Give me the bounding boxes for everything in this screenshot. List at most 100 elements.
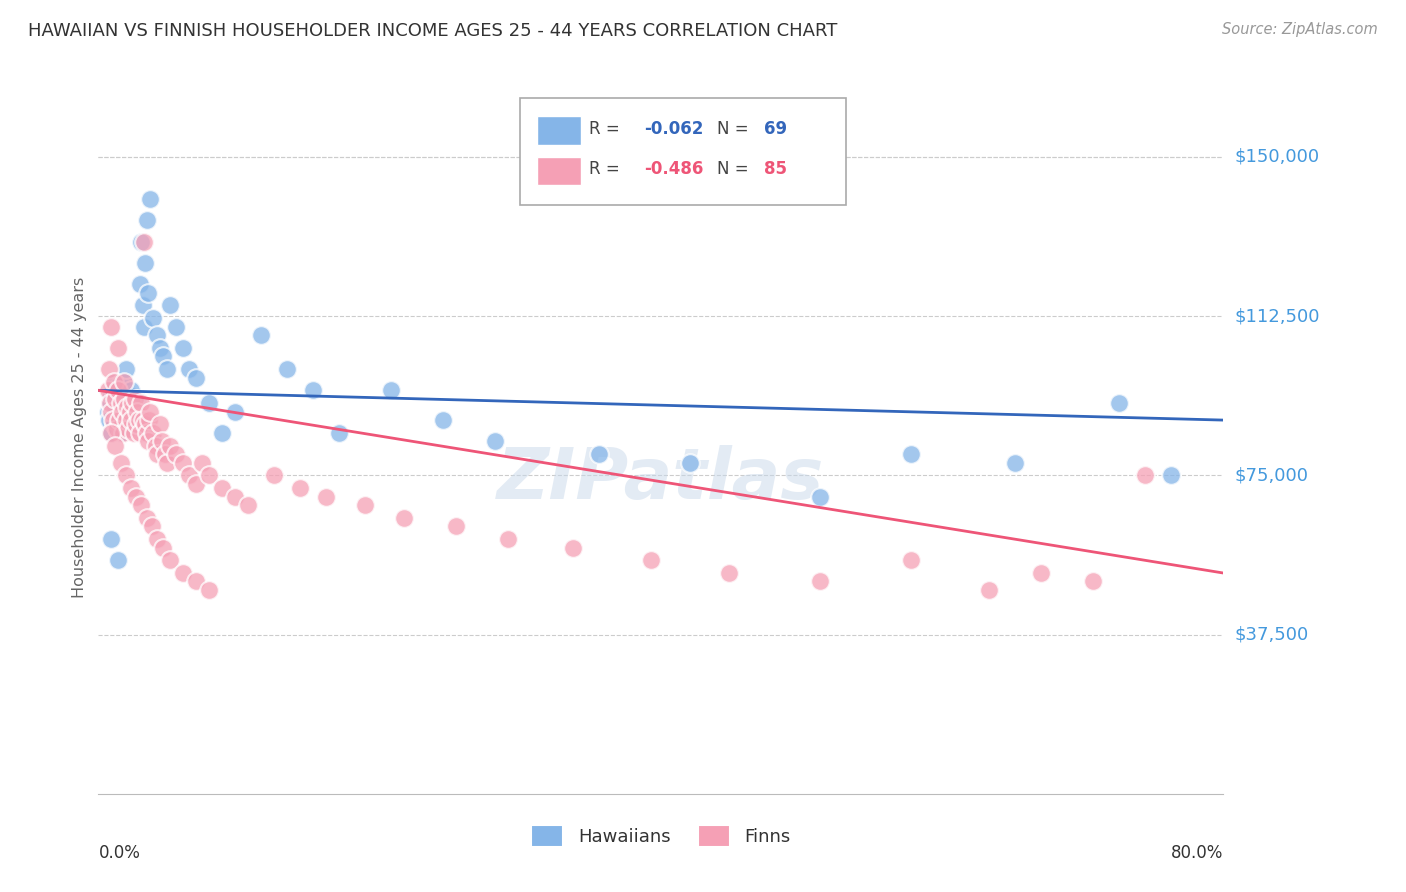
Point [104,392,127,406]
Point [135,213,157,227]
Point [136,285,159,300]
Point [107,392,129,406]
Point [146,447,169,461]
Point [1083,574,1105,589]
Point [105,421,128,435]
Point [104,401,127,415]
Point [115,401,138,415]
Text: Source: ZipAtlas.com: Source: ZipAtlas.com [1222,22,1378,37]
Point [302,384,325,398]
Text: 80.0%: 80.0% [1171,844,1223,862]
Point [114,362,136,376]
Point [134,417,156,432]
Point [127,392,149,406]
Text: N =: N = [717,161,754,178]
Point [135,510,157,524]
Point [165,447,187,461]
FancyBboxPatch shape [537,157,581,186]
Text: R =: R = [589,161,624,178]
Point [679,456,702,470]
Text: 85: 85 [765,161,787,178]
Point [125,490,148,504]
Point [100,319,122,334]
Point [263,468,285,483]
Point [124,409,146,423]
Point [145,439,167,453]
Point [112,413,135,427]
Point [172,341,194,355]
Point [224,404,246,418]
Point [1031,566,1053,580]
Point [103,417,125,432]
Point [250,328,273,343]
Point [444,519,467,533]
Point [112,375,135,389]
Point [101,384,124,398]
Point [1004,456,1026,470]
Point [150,434,173,449]
Point [129,277,152,292]
Point [128,413,150,427]
Point [146,532,169,546]
Text: 69: 69 [765,120,787,137]
Text: $112,500: $112,500 [1234,307,1320,325]
Point [900,447,922,461]
Point [103,375,125,389]
Point [156,362,179,376]
Point [100,425,122,440]
Point [1135,468,1157,483]
Point [117,421,139,435]
Point [122,425,145,440]
Text: $75,000: $75,000 [1234,467,1309,484]
Point [104,439,127,453]
Point [120,481,142,495]
Point [135,425,157,440]
Point [101,413,124,427]
Point [328,425,350,440]
Point [112,375,135,389]
Point [718,566,741,580]
Point [152,541,174,555]
Text: ZIPatlas: ZIPatlas [498,445,824,515]
Point [114,468,136,483]
Point [380,384,402,398]
Point [131,396,153,410]
Point [900,553,922,567]
Point [136,434,159,449]
Point [112,392,135,406]
Point [131,413,153,427]
Point [236,498,259,512]
Point [179,362,201,376]
Point [107,413,129,427]
Point [484,434,506,449]
Point [808,574,831,589]
Point [122,396,145,410]
Point [184,370,207,384]
Point [112,425,135,440]
Point [107,553,129,567]
Point [100,532,122,546]
Point [142,311,165,326]
Point [128,413,150,427]
Point [96,384,118,398]
Point [392,510,415,524]
Point [131,235,153,249]
Point [198,468,221,483]
Point [118,404,141,418]
Point [165,319,187,334]
Point [191,456,214,470]
Point [159,553,181,567]
Point [148,417,170,432]
Text: -0.486: -0.486 [644,161,703,178]
Text: -0.062: -0.062 [644,120,703,137]
Point [97,413,120,427]
Point [142,425,165,440]
Point [100,404,122,418]
Point [97,362,120,376]
Point [640,553,662,567]
Point [110,404,132,418]
Point [211,425,233,440]
Point [117,421,139,435]
Point [121,413,143,427]
Point [107,384,129,398]
